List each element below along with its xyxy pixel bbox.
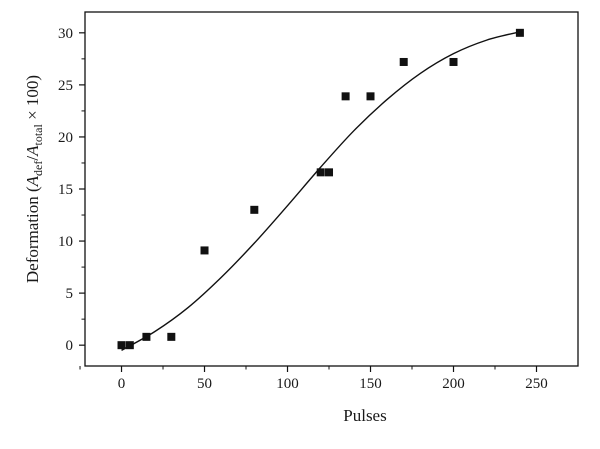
data-point	[316, 168, 325, 177]
data-point	[142, 332, 151, 341]
data-point	[250, 205, 259, 214]
data-point	[125, 341, 134, 350]
y-tick-label: 0	[66, 338, 74, 354]
data-point	[167, 332, 176, 341]
y-tick-label: 10	[58, 234, 73, 250]
x-tick-label: 200	[442, 376, 465, 392]
data-point	[117, 341, 126, 350]
fit-curve-layer	[121, 31, 521, 351]
x-tick-label: 150	[359, 376, 382, 392]
y-tick-label: 25	[58, 78, 73, 94]
plot-frame	[84, 11, 579, 367]
data-point	[200, 246, 209, 255]
y-tick-label: 15	[58, 182, 73, 198]
x-axis-title: Pulses	[343, 406, 386, 425]
data-point	[325, 168, 334, 177]
x-tick-label: 100	[276, 376, 299, 392]
data-points	[117, 28, 524, 350]
x-tick-label: 50	[197, 376, 212, 392]
axis-ticks: 0 50 100 150 200 250 0 5 10 15 20 25 30	[58, 26, 548, 392]
y-tick-label: 5	[66, 286, 74, 302]
data-point	[399, 57, 408, 66]
data-point	[515, 28, 524, 37]
data-point	[366, 92, 375, 101]
data-point	[341, 92, 350, 101]
data-point	[449, 57, 458, 66]
y-tick-label: 20	[58, 130, 73, 146]
fit-curve	[121, 31, 521, 351]
x-tick-label: 250	[525, 376, 548, 392]
plot-area	[84, 11, 579, 367]
y-axis-title: Deformation (Adef/Atotal × 100)	[23, 75, 45, 283]
y-tick-label: 30	[58, 26, 73, 42]
x-tick-label: 0	[118, 376, 126, 392]
